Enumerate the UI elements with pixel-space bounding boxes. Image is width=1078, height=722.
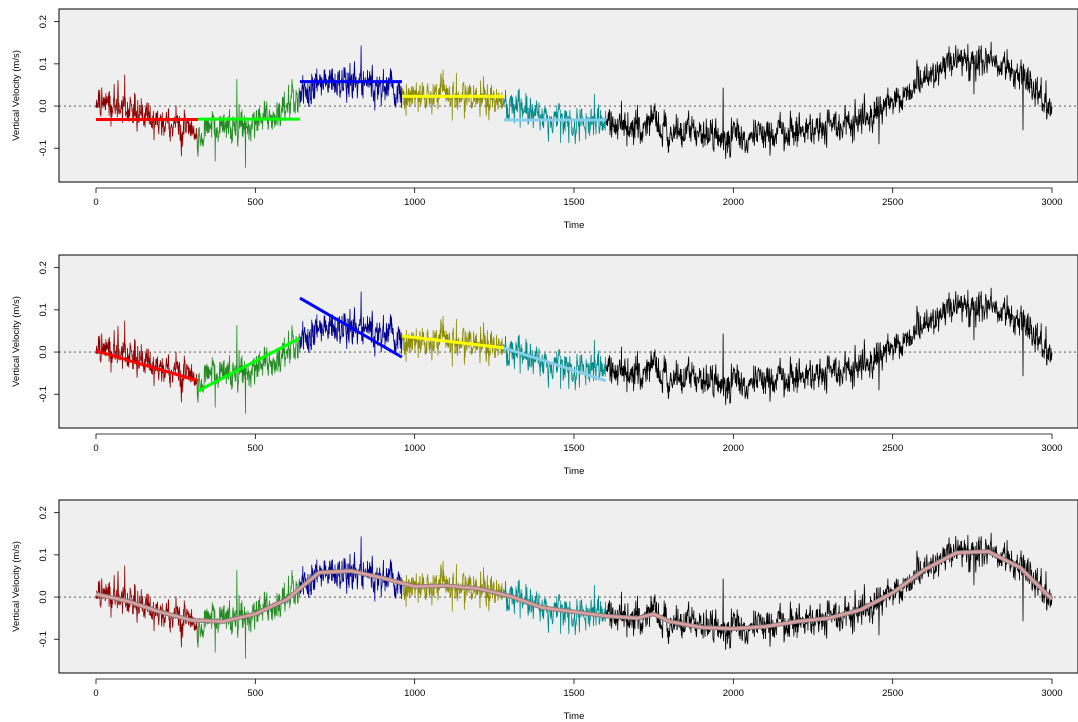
x-tick-label: 0 bbox=[93, 443, 98, 454]
y-tick-label: 0.2 bbox=[38, 15, 49, 28]
fit-segment-5 bbox=[503, 346, 607, 383]
plot-area bbox=[58, 8, 1078, 183]
x-tick-label: 500 bbox=[247, 197, 263, 208]
data-segment-2 bbox=[197, 79, 301, 168]
y-axis-title: Vertical Velocity (m/s) bbox=[11, 50, 22, 141]
y-tick-label: 0.2 bbox=[38, 261, 49, 274]
data-segment-6 bbox=[605, 41, 1053, 159]
y-tick-label: 0.2 bbox=[38, 506, 49, 519]
fit-segment-1 bbox=[95, 349, 199, 383]
x-tick-label: 500 bbox=[247, 688, 263, 699]
panel-1: 0 500 1000 1500 2000 2500 3000 0.2 0.1 0.0 -0.1 Tim… bbox=[11, 8, 1078, 231]
x-tick-label: 500 bbox=[247, 443, 263, 454]
plot-area bbox=[58, 254, 1078, 429]
data-segment-4 bbox=[401, 69, 505, 121]
data-segment-1 bbox=[95, 320, 199, 403]
x-tick-label: 2500 bbox=[882, 443, 903, 454]
panel-3: 0 500 1000 1500 2000 2500 3000 0.2 0.1 0.0 -0.1 Tim… bbox=[11, 499, 1078, 722]
data-segment-2 bbox=[197, 325, 301, 414]
data-segment-4 bbox=[401, 560, 505, 612]
x-tick-label: 3000 bbox=[1041, 443, 1062, 454]
x-tick-label: 2500 bbox=[882, 688, 903, 699]
smooth-fit-line bbox=[95, 550, 1053, 631]
x-tick-label: 3000 bbox=[1041, 688, 1062, 699]
y-tick-label: 0.0 bbox=[38, 345, 49, 358]
x-tick-label: 0 bbox=[93, 197, 98, 208]
y-tick-label: 0.0 bbox=[38, 590, 49, 603]
plot-area bbox=[58, 499, 1078, 674]
fit-segment-4 bbox=[401, 334, 505, 350]
x-tick-label: 2000 bbox=[723, 443, 744, 454]
y-tick-label: 0.1 bbox=[38, 303, 49, 316]
fit-segment-2 bbox=[197, 336, 301, 393]
x-tick-label: 1500 bbox=[563, 197, 584, 208]
x-tick-label: 3000 bbox=[1041, 197, 1062, 208]
x-tick-label: 2500 bbox=[882, 197, 903, 208]
data-segment-6 bbox=[605, 287, 1053, 405]
panel-2: 0 500 1000 1500 2000 2500 3000 0.2 0.1 0.0 -0.1 Tim… bbox=[11, 254, 1078, 477]
data-segment-1 bbox=[95, 74, 199, 157]
fit-segment-3 bbox=[299, 296, 403, 359]
y-tick-label: 0.0 bbox=[38, 99, 49, 112]
x-axis-title: Time bbox=[564, 220, 585, 231]
x-tick-label: 1500 bbox=[563, 443, 584, 454]
x-tick-label: 2000 bbox=[723, 688, 744, 699]
x-tick-label: 1500 bbox=[563, 688, 584, 699]
y-tick-label: -0.1 bbox=[38, 140, 49, 156]
y-tick-label: -0.1 bbox=[38, 386, 49, 402]
y-axis-title: Vertical Velocity (m/s) bbox=[11, 541, 22, 632]
y-tick-label: 0.1 bbox=[38, 57, 49, 70]
y-axis-title: Vertical Velocity (m/s) bbox=[11, 296, 22, 387]
y-tick-label: 0.1 bbox=[38, 548, 49, 561]
x-tick-label: 1000 bbox=[404, 688, 425, 699]
x-tick-label: 1000 bbox=[404, 197, 425, 208]
x-tick-label: 0 bbox=[93, 688, 98, 699]
y-tick-label: -0.1 bbox=[38, 631, 49, 647]
x-tick-label: 1000 bbox=[404, 443, 425, 454]
x-tick-label: 2000 bbox=[723, 197, 744, 208]
x-axis-title: Time bbox=[564, 466, 585, 477]
data-segment-4 bbox=[401, 315, 505, 367]
x-axis-title: Time bbox=[564, 711, 585, 722]
